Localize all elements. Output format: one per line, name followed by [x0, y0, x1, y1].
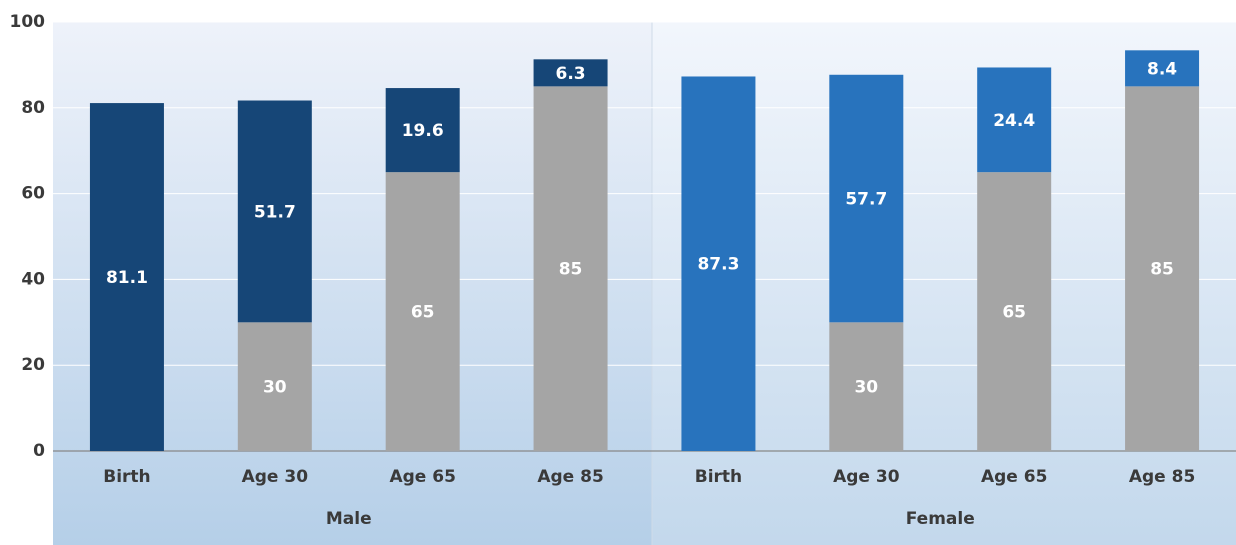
bar-segment	[237, 322, 312, 451]
bar-segment	[977, 172, 1052, 451]
data-label: 87.3	[697, 255, 739, 275]
bar-segment	[533, 86, 608, 451]
x-tick-label: Age 85	[537, 467, 603, 487]
bar-segment	[1125, 50, 1200, 87]
bar-segment	[385, 172, 460, 451]
data-label: 30	[854, 378, 878, 398]
bar-segment	[829, 322, 904, 451]
x-tick-label: Age 85	[1129, 467, 1195, 487]
bar-segment	[385, 88, 460, 173]
y-tick-label: 80	[21, 98, 45, 118]
bar-segment	[681, 76, 756, 451]
data-label: 57.7	[845, 190, 887, 210]
y-tick-label: 100	[10, 12, 46, 32]
data-label: 19.6	[402, 121, 444, 141]
group-label: Female	[906, 509, 975, 529]
x-tick-label: Birth	[103, 467, 150, 487]
data-label: 81.1	[106, 268, 148, 288]
x-tick-label: Age 30	[833, 467, 900, 487]
bar-segment	[89, 103, 164, 452]
data-label: 6.3	[556, 64, 586, 84]
data-label: 24.4	[993, 111, 1035, 131]
data-label: 65	[1002, 303, 1026, 323]
bar-segment	[237, 100, 312, 323]
group-label: Male	[326, 509, 372, 529]
y-tick-label: 60	[21, 184, 45, 204]
x-tick-label: Birth	[695, 467, 742, 487]
bar-segment	[533, 59, 608, 87]
data-label: 65	[411, 303, 435, 323]
y-tick-label: 0	[33, 441, 45, 461]
y-tick-label: 40	[21, 269, 45, 289]
data-label: 8.4	[1147, 59, 1177, 79]
x-tick-label: Age 30	[242, 467, 309, 487]
x-tick-label: Age 65	[389, 467, 455, 487]
bar-segment	[1125, 86, 1200, 451]
y-tick-label: 20	[21, 355, 45, 375]
data-label: 85	[1150, 260, 1174, 280]
bar-segment	[829, 74, 904, 323]
x-tick-label: Age 65	[981, 467, 1047, 487]
bar-segment	[977, 67, 1052, 173]
data-label: 30	[263, 378, 287, 398]
data-label: 51.7	[254, 202, 296, 222]
data-label: 85	[559, 260, 583, 280]
